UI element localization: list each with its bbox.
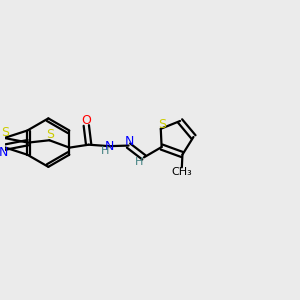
Text: N: N <box>0 146 8 159</box>
Text: N: N <box>105 140 114 153</box>
Text: N: N <box>125 135 134 148</box>
Text: CH₃: CH₃ <box>172 167 192 177</box>
Text: O: O <box>82 114 92 127</box>
Text: S: S <box>46 128 54 141</box>
Text: S: S <box>1 126 9 139</box>
Text: S: S <box>158 118 166 130</box>
Text: H: H <box>101 146 110 157</box>
Text: H: H <box>135 157 144 167</box>
